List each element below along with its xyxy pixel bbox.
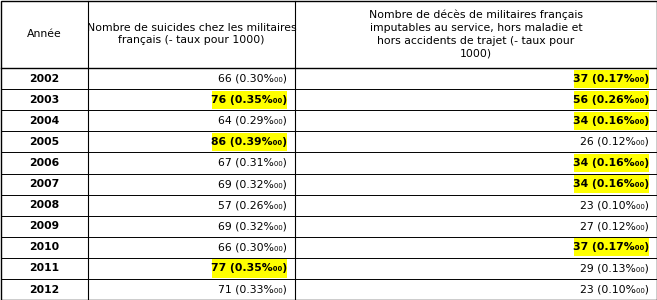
Text: 71 (0.33%₀₀): 71 (0.33%₀₀) [218, 284, 287, 295]
Text: 69 (0.32%₀₀): 69 (0.32%₀₀) [218, 221, 287, 231]
Text: 56 (0.26%₀₀): 56 (0.26%₀₀) [573, 94, 649, 105]
Text: Nombre de suicides chez les militaires
français (- taux pour 1000): Nombre de suicides chez les militaires f… [87, 22, 296, 45]
Text: 2003: 2003 [29, 94, 59, 105]
Text: 2009: 2009 [29, 221, 59, 231]
Text: 66 (0.30%₀₀): 66 (0.30%₀₀) [218, 74, 287, 83]
Text: 64 (0.29%₀₀): 64 (0.29%₀₀) [218, 116, 287, 126]
Text: 2002: 2002 [29, 74, 59, 83]
Text: 26 (0.12%₀₀): 26 (0.12%₀₀) [580, 137, 649, 147]
Text: 34 (0.16%₀₀): 34 (0.16%₀₀) [573, 116, 649, 126]
Bar [574, 91, 649, 109]
Text: 2010: 2010 [29, 242, 59, 252]
Text: 2004: 2004 [29, 116, 59, 126]
Text: 29 (0.13%₀₀): 29 (0.13%₀₀) [580, 263, 649, 274]
Text: 77 (0.35%₀₀): 77 (0.35%₀₀) [211, 263, 287, 274]
Text: 34 (0.16%₀₀): 34 (0.16%₀₀) [573, 179, 649, 189]
Text: 37 (0.17%₀₀): 37 (0.17%₀₀) [573, 242, 649, 252]
Text: 69 (0.32%₀₀): 69 (0.32%₀₀) [218, 179, 287, 189]
Bar [574, 154, 649, 172]
Bar [212, 260, 287, 278]
Bar [574, 238, 649, 256]
Text: 27 (0.12%₀₀): 27 (0.12%₀₀) [580, 221, 649, 231]
Text: 37 (0.17%₀₀): 37 (0.17%₀₀) [573, 74, 649, 83]
Bar [574, 175, 649, 193]
Bar [212, 91, 287, 109]
Text: 2007: 2007 [29, 179, 59, 189]
Text: 86 (0.39%₀₀): 86 (0.39%₀₀) [211, 137, 287, 147]
Text: 76 (0.35%₀₀): 76 (0.35%₀₀) [211, 94, 287, 105]
Text: 2012: 2012 [29, 284, 59, 295]
Text: 34 (0.16%₀₀): 34 (0.16%₀₀) [573, 158, 649, 168]
Text: 2006: 2006 [29, 158, 59, 168]
Text: Année: Année [27, 29, 61, 39]
Text: 2011: 2011 [29, 263, 59, 274]
Text: 2005: 2005 [29, 137, 59, 147]
Bar [574, 112, 649, 130]
Bar [574, 70, 649, 88]
Text: 23 (0.10%₀₀): 23 (0.10%₀₀) [580, 284, 649, 295]
Text: 57 (0.26%₀₀): 57 (0.26%₀₀) [218, 200, 287, 210]
Text: Nombre de décès de militaires français
imputables au service, hors maladie et
ho: Nombre de décès de militaires français i… [369, 10, 583, 58]
Text: 66 (0.30%₀₀): 66 (0.30%₀₀) [218, 242, 287, 252]
Text: 2008: 2008 [29, 200, 59, 210]
Text: 23 (0.10%₀₀): 23 (0.10%₀₀) [580, 200, 649, 210]
Bar [212, 133, 287, 151]
Text: 67 (0.31%₀₀): 67 (0.31%₀₀) [218, 158, 287, 168]
